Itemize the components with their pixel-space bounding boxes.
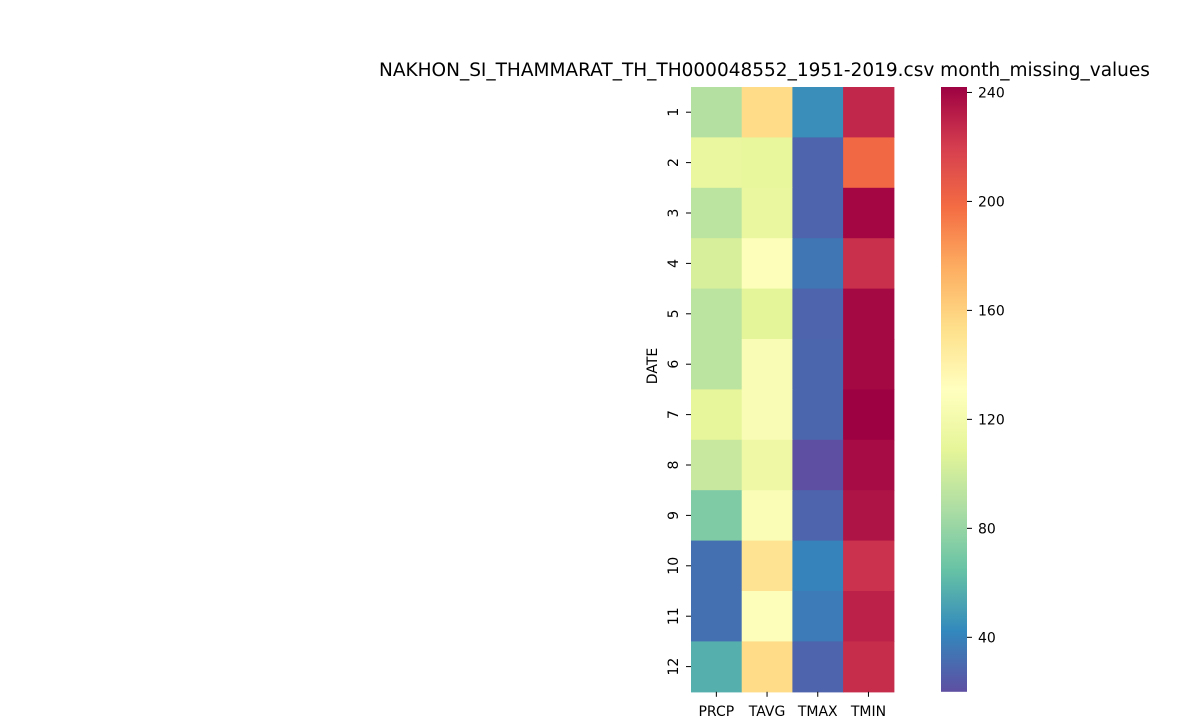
chart-title: NAKHON_SI_THAMMARAT_TH_TH000048552_1951-… xyxy=(379,60,1150,81)
heatmap-cell xyxy=(792,187,844,239)
y-tick-label: 7 xyxy=(666,410,682,419)
colorbar-tick-label: 40 xyxy=(978,630,996,646)
heatmap-cell xyxy=(843,540,895,592)
heatmap-cell xyxy=(843,137,895,189)
heatmap-cell xyxy=(741,540,793,592)
heatmap-cell xyxy=(843,439,895,491)
y-tick-label: 11 xyxy=(666,607,682,625)
heatmap-cell xyxy=(843,339,895,390)
heatmap-cell xyxy=(741,641,793,693)
colorbar-tick-label: 80 xyxy=(978,521,996,537)
heatmap-cell xyxy=(741,490,793,542)
heatmap-cell xyxy=(792,238,844,290)
y-tick-label: 5 xyxy=(666,309,682,318)
y-tick-label: 10 xyxy=(666,557,682,575)
heatmap-cell xyxy=(691,540,743,592)
x-axis-ticks: PRCP TAVG TMAX TMIN xyxy=(698,691,886,720)
heatmap-cell xyxy=(843,187,895,239)
y-tick-label: 4 xyxy=(666,259,682,268)
heatmap-cell xyxy=(691,591,743,642)
heatmap-cell xyxy=(792,137,844,189)
y-tick-label: 3 xyxy=(666,209,682,218)
heatmap-cell xyxy=(792,389,844,441)
heatmap-cell xyxy=(691,87,743,138)
y-tick-label: 12 xyxy=(666,658,682,676)
colorbar-tick-label: 200 xyxy=(978,194,1005,210)
heatmap-cell xyxy=(741,389,793,441)
heatmap-cell xyxy=(741,591,793,642)
x-tick-label: PRCP xyxy=(698,704,734,720)
colorbar-tick-label: 120 xyxy=(978,412,1005,428)
colorbar-gradient xyxy=(941,87,967,692)
heatmap-cell xyxy=(843,238,895,290)
heatmap-cells xyxy=(691,87,895,693)
colorbar-tick-label: 160 xyxy=(978,303,1005,319)
x-tick-label: TAVG xyxy=(748,704,786,720)
heatmap-cell xyxy=(792,641,844,693)
heatmap-cell xyxy=(843,591,895,642)
x-tick-label: TMAX xyxy=(797,704,838,720)
heatmap-cell xyxy=(843,87,895,138)
colorbar-tick-label: 240 xyxy=(978,85,1005,101)
heatmap-cell xyxy=(691,439,743,491)
heatmap-cell xyxy=(843,389,895,441)
heatmap-cell xyxy=(843,641,895,693)
heatmap-cell xyxy=(792,591,844,642)
heatmap-cell xyxy=(691,288,743,340)
heatmap-cell xyxy=(691,641,743,693)
heatmap-cell xyxy=(691,490,743,542)
heatmap-cell xyxy=(691,137,743,189)
heatmap-cell xyxy=(691,389,743,441)
heatmap-cell xyxy=(792,288,844,340)
heatmap-cell xyxy=(741,439,793,491)
y-tick-label: 6 xyxy=(666,360,682,369)
heatmap-cell xyxy=(843,490,895,542)
y-tick-label: 9 xyxy=(666,511,682,520)
heatmap-cell xyxy=(691,238,743,290)
heatmap-cell xyxy=(792,490,844,542)
heatmap-cell xyxy=(741,238,793,290)
heatmap-cell xyxy=(792,540,844,592)
heatmap-cell xyxy=(741,339,793,390)
heatmap-cell xyxy=(843,288,895,340)
heatmap-cell xyxy=(741,87,793,138)
heatmap-cell xyxy=(741,288,793,340)
y-tick-label: 2 xyxy=(666,158,682,167)
heatmap-cell xyxy=(691,339,743,390)
y-axis-label: DATE xyxy=(645,348,661,384)
heatmap-cell xyxy=(792,87,844,138)
colorbar: 40 80 120 160 200 240 xyxy=(941,85,1005,692)
y-tick-label: 1 xyxy=(666,108,682,117)
heatmap-cell xyxy=(741,137,793,189)
heatmap-cell xyxy=(792,439,844,491)
heatmap-cell xyxy=(741,187,793,239)
heatmap-cell xyxy=(691,187,743,239)
y-tick-label: 8 xyxy=(666,461,682,470)
heatmap-cell xyxy=(792,339,844,390)
x-tick-label: TMIN xyxy=(850,704,886,720)
